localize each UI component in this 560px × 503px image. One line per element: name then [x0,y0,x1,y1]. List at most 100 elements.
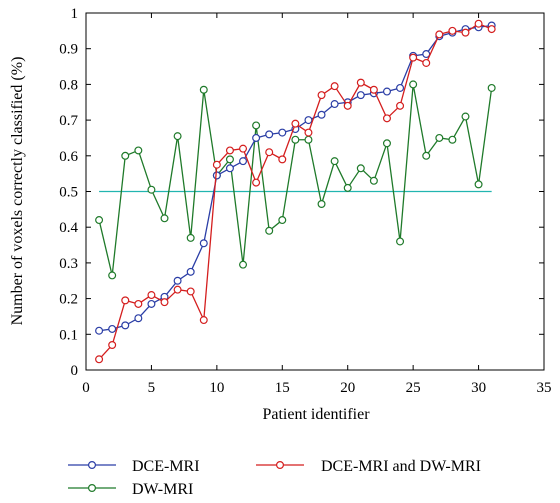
data-point-dce-mri-and-dw-mri [95,355,104,364]
data-point-dce-mri-and-dw-mri [199,316,208,325]
data-point-dce-mri-and-dw-mri [173,285,182,294]
x-axis-title: Patient identifier [262,406,370,423]
data-point-dce-mri-and-dw-mri [239,144,248,153]
data-point-dce-mri-and-dw-mri [317,91,326,100]
x-tick-label: 30 [471,380,486,396]
y-tick-label: 0.6 [59,149,78,165]
data-point-dw-mri [330,157,339,166]
data-point-dce-mri-and-dw-mri [343,101,352,110]
data-point-dw-mri [186,233,195,242]
series-dw-mri [95,80,496,280]
data-point-dw-mri [422,151,431,160]
data-point-dce-mri-and-dw-mri [330,82,339,91]
data-point-dce-mri-and-dw-mri [474,19,483,28]
series-line-dce-mri [99,24,492,332]
y-tick-label: 0.8 [59,77,78,93]
x-tick-label: 5 [148,380,156,396]
data-point-dce-mri-and-dw-mri [487,25,496,34]
axes: 0 5 10 15 20 25 30 35 0 0.1 0.2 0.3 0.4 0.5 0.6 0.7 0.8 0… [59,6,551,396]
data-point-dce-mri [95,326,104,335]
data-point-dw-mri [474,180,483,189]
data-point-dw-mri [317,199,326,208]
data-point-dce-mri-and-dw-mri [147,291,156,300]
data-point-dw-mri [108,271,117,280]
y-tick-label: 1 [71,6,79,22]
data-point-dce-mri [173,276,182,285]
data-point-dce-mri-and-dw-mri [448,26,457,35]
x-tick-label: 15 [275,380,290,396]
data-point-dce-mri-and-dw-mri [396,101,405,110]
data-point-dw-mri [409,80,418,89]
data-point-dw-mri [487,83,496,92]
y-tick-label: 0.2 [59,292,78,308]
data-point-dce-mri-and-dw-mri [160,298,169,307]
y-tick-label: 0.1 [59,327,78,343]
plot-area [95,19,496,364]
data-point-dw-mri [121,151,130,160]
legend-marker-dce-mri [87,461,96,470]
data-point-dw-mri [278,216,287,225]
data-point-dce-mri [147,299,156,308]
data-point-dw-mri [252,121,261,130]
y-tick-label: 0.5 [59,185,78,201]
y-tick-label: 0.3 [59,256,78,272]
data-point-dce-mri-and-dw-mri [265,148,274,157]
data-point-dce-mri-and-dw-mri [382,114,391,123]
data-point-dce-mri [278,128,287,137]
legend-marker-dce-dw-mri [276,461,285,470]
series-line-dw-mri [98,83,493,277]
x-tick-label: 20 [340,380,355,396]
data-point-dce-mri-and-dw-mri [422,58,431,67]
data-point-dw-mri [199,85,208,94]
x-tick-label: 10 [209,380,224,396]
y-tick-label: 0.4 [59,220,78,236]
data-point-dw-mri [369,176,378,185]
data-point-dce-mri-and-dw-mri [369,85,378,94]
data-point-dce-mri-and-dw-mri [356,78,365,87]
data-point-dw-mri [343,183,352,192]
data-point-dce-mri [134,314,143,323]
series-dce-mri-and-dw-mri [95,19,496,364]
data-point-dce-mri [212,171,221,180]
data-point-dce-mri [330,100,339,109]
y-tick-label: 0.7 [59,113,78,129]
data-point-dw-mri [382,139,391,148]
legend-label-dce-mri: DCE-MRI [132,458,200,475]
data-point-dw-mri [265,226,274,235]
data-point-dce-mri-and-dw-mri [186,287,195,296]
data-point-dce-mri-and-dw-mri [121,296,130,305]
data-point-dw-mri [448,135,457,144]
legend-item-dce-dw-mri: DCE-MRI and DW-MRI [256,458,481,475]
data-point-dw-mri [95,216,104,225]
data-point-dce-mri-and-dw-mri [461,28,470,37]
legend: DCE-MRI DCE-MRI and DW-MRI DW-MRI [68,458,481,498]
x-tick-label: 0 [82,380,90,396]
data-point-dw-mri [173,132,182,141]
data-point-dce-mri [239,157,248,166]
x-tick-label: 25 [406,380,421,396]
data-point-dce-mri [265,130,274,139]
data-point-dw-mri [304,135,313,144]
data-point-dw-mri [435,133,444,142]
data-point-dce-mri-and-dw-mri [304,128,313,137]
data-point-dw-mri [396,237,405,246]
data-point-dce-mri [382,87,391,96]
data-point-dce-mri-and-dw-mri [212,160,221,169]
data-point-dce-mri [121,321,130,330]
data-point-dw-mri [134,146,143,155]
legend-label-dce-dw-mri: DCE-MRI and DW-MRI [321,458,481,475]
y-tick-label: 0.9 [59,42,78,58]
data-point-dce-mri [108,324,117,333]
data-point-dce-mri-and-dw-mri [409,53,418,62]
legend-item-dw-mri: DW-MRI [68,481,193,498]
data-point-dce-mri-and-dw-mri [134,299,143,308]
y-tick-label: 0 [71,363,79,379]
data-point-dce-mri [317,110,326,119]
data-point-dce-mri-and-dw-mri [278,155,287,164]
data-point-dw-mri [239,260,248,269]
data-point-dce-mri [225,164,234,173]
data-point-dce-mri [199,239,208,248]
legend-label-dw-mri: DW-MRI [132,481,193,498]
x-tick-label: 35 [537,380,552,396]
